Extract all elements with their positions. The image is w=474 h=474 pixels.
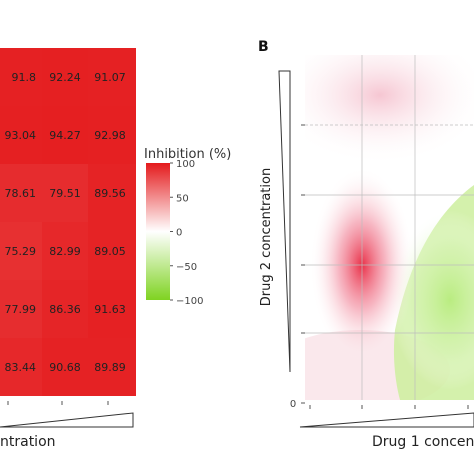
panel-b: B 0	[258, 39, 474, 450]
heatmap-value-label: 93.04	[5, 129, 37, 142]
heatmap-cell	[42, 280, 88, 338]
heatmap-cell	[42, 222, 88, 280]
colorbar-tick-label: 0	[176, 228, 182, 239]
heatmap-cell	[88, 222, 136, 280]
heatmap-cells	[0, 48, 136, 396]
surface-grid	[305, 55, 474, 400]
heatmap-value-label: 91.07	[94, 71, 126, 84]
heatmap-value-labels: 91.8 92.24 91.07 93.04 94.27 92.98 78.61 79.51 8…	[5, 71, 126, 374]
heatmap-value-label: 78.61	[5, 187, 37, 200]
colorbar-tick-label: −100	[176, 296, 203, 307]
heatmap-cell	[0, 280, 42, 338]
heatmap-cell	[0, 222, 42, 280]
heatmap-value-label: 89.56	[94, 187, 126, 200]
heatmap-cell	[0, 164, 42, 222]
heatmap-cell	[88, 164, 136, 222]
heatmap-value-label: 94.27	[49, 129, 81, 142]
heatmap-cell	[0, 106, 42, 164]
panel-a: 91.8 92.24 91.07 93.04 94.27 92.98 78.61 79.51 8…	[0, 48, 231, 450]
heatmap-value-label: 83.44	[5, 361, 37, 374]
colorbar-ticks: 100 50 0 −50 −100	[170, 159, 203, 307]
drug1-wedge-a	[0, 412, 134, 428]
surface-plot	[305, 55, 474, 400]
x-axis-a: ntration	[0, 401, 134, 450]
x-axis-label-b: Drug 1 concent	[372, 434, 474, 450]
colorbar-tick-label: 50	[176, 193, 189, 204]
x-axis-label-a: ntration	[0, 434, 56, 450]
colorbar-title: Inhibition (%)	[144, 147, 231, 162]
drug2-wedge	[278, 70, 291, 373]
heatmap-value-label: 82.99	[49, 245, 81, 258]
heatmap-value-label: 77.99	[5, 303, 37, 316]
colorbar-gradient	[146, 163, 170, 300]
heatmap-cell	[42, 338, 88, 396]
heatmap-cell	[42, 48, 88, 106]
colorbar: Inhibition (%) 100 50 0 −50 −100	[144, 147, 231, 307]
heatmap-value-label: 89.05	[94, 245, 126, 258]
heatmap-value-label: 92.24	[49, 71, 81, 84]
y-axis-label-b: Drug 2 concentration	[259, 168, 274, 306]
panel-b-label: B	[258, 39, 269, 55]
heatmap-value-label: 91.8	[12, 71, 37, 84]
heatmap-cell	[88, 48, 136, 106]
heatmap-value-label: 79.51	[49, 187, 81, 200]
heatmap-value-label: 92.98	[94, 129, 126, 142]
drug1-wedge-b	[299, 412, 474, 428]
y-tick-zero-b: 0	[290, 399, 296, 410]
colorbar-tick-label: 100	[176, 159, 195, 170]
pink-top-region	[305, 55, 474, 165]
heatmap-cell	[42, 164, 88, 222]
colorbar-tick-label: −50	[176, 262, 197, 273]
x-axis-b	[309, 405, 469, 409]
heatmap-cell	[88, 338, 136, 396]
heatmap-cell	[88, 280, 136, 338]
heatmap-value-label: 89.89	[94, 361, 126, 374]
heatmap-value-label: 91.63	[94, 303, 126, 316]
heatmap-cell	[42, 106, 88, 164]
heatmap-value-label: 75.29	[5, 245, 37, 258]
heatmap-cell	[0, 48, 42, 106]
y-axis-b	[301, 124, 305, 404]
heatmap-cell	[0, 338, 42, 396]
heatmap-value-label: 90.68	[49, 361, 81, 374]
heatmap-cell	[88, 106, 136, 164]
heatmap-value-label: 86.36	[49, 303, 81, 316]
